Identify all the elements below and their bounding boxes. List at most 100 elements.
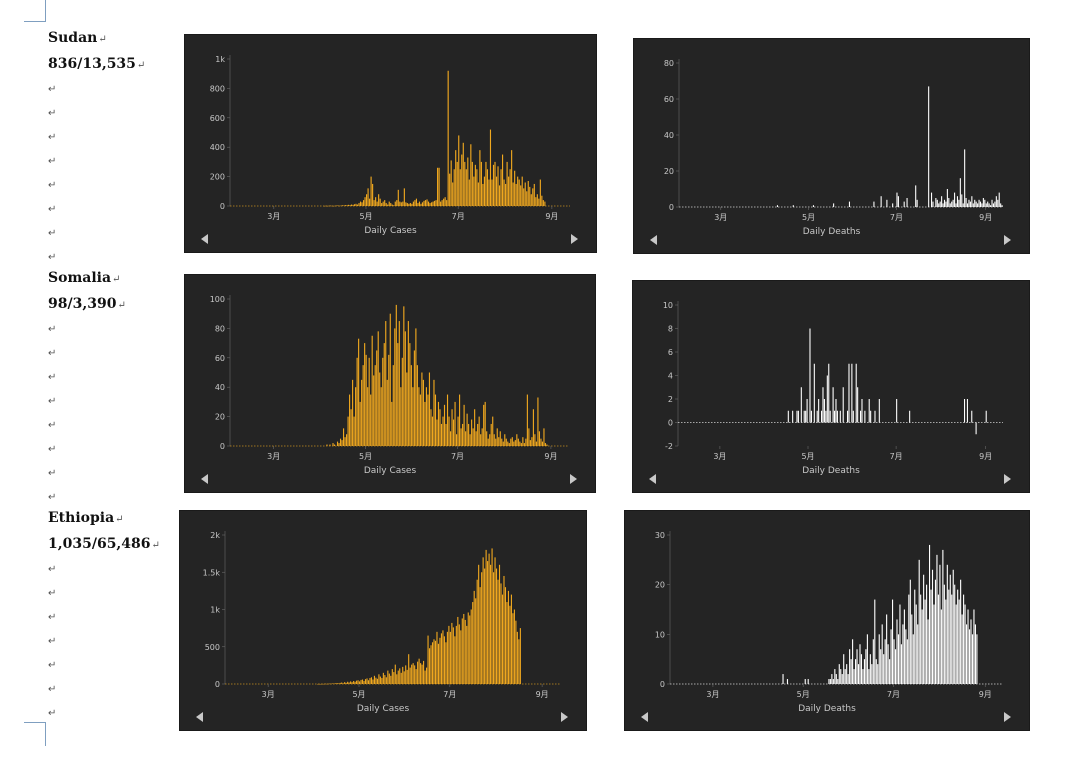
- y-tick-label: 500: [205, 643, 220, 652]
- data-bar: [992, 203, 994, 207]
- data-bar: [441, 200, 443, 206]
- data-bar: [467, 612, 469, 684]
- data-bar: [444, 197, 446, 206]
- chevron-left-icon[interactable]: [196, 712, 203, 722]
- data-bar: [863, 659, 865, 684]
- data-bar: [905, 629, 907, 684]
- data-bar: [521, 176, 523, 206]
- chevron-right-icon[interactable]: [570, 474, 577, 484]
- sudan-daily-deaths-chart: 0 20 40 60 80 3月 5月 7月 9月 Daily Deaths: [633, 38, 1030, 254]
- chevron-left-icon[interactable]: [201, 474, 208, 484]
- y-tick-label: 80: [664, 59, 674, 68]
- x-tick-label: 5月: [802, 213, 815, 222]
- data-bar: [941, 196, 943, 207]
- data-bar: [382, 672, 384, 684]
- data-bar: [431, 642, 434, 684]
- data-bar: [360, 679, 362, 684]
- data-bar: [529, 186, 531, 206]
- chevron-left-icon[interactable]: [201, 234, 208, 244]
- data-bar: [333, 444, 336, 446]
- data-bar: [962, 203, 964, 207]
- data-bar: [468, 423, 470, 446]
- y-tick-label: 0: [220, 202, 225, 211]
- data-bar: [486, 169, 489, 206]
- data-bar: [420, 203, 422, 206]
- data-bar: [343, 205, 345, 207]
- data-bar: [896, 619, 898, 684]
- data-bar: [356, 357, 358, 446]
- data-bar: [379, 676, 381, 684]
- data-bar: [466, 625, 468, 684]
- data-bar: [387, 670, 389, 684]
- data-bar: [414, 200, 416, 206]
- data-bar: [926, 584, 928, 684]
- data-bar: [367, 387, 369, 446]
- data-bar: [857, 664, 860, 684]
- chart-svg: 0 20 40 60 80 3月 5月 7月 9月: [664, 59, 1003, 222]
- data-bar: [887, 644, 889, 684]
- data-bar: [423, 660, 425, 684]
- data-bar: [465, 169, 467, 206]
- country-block-somalia: Somalia↵ 98/3,390↵ ↵ ↵ ↵ ↵ ↵ ↵ ↵ ↵: [48, 266, 168, 510]
- data-bar: [821, 410, 823, 423]
- chevron-right-icon[interactable]: [571, 234, 578, 244]
- data-bar: [855, 363, 857, 423]
- data-bar: [440, 423, 443, 446]
- data-bar: [469, 615, 471, 684]
- data-bar: [899, 604, 901, 684]
- data-bar: [456, 161, 458, 206]
- data-bar: [387, 204, 389, 206]
- chevron-right-icon[interactable]: [1004, 712, 1011, 722]
- data-bar: [839, 410, 841, 423]
- data-bar: [985, 203, 987, 207]
- chevron-right-icon[interactable]: [1004, 474, 1011, 484]
- data-bar: [870, 410, 872, 423]
- data-bar: [430, 202, 433, 206]
- data-bar: [434, 640, 437, 684]
- empty-paragraph: ↵: [48, 444, 57, 455]
- data-bar: [822, 387, 824, 423]
- data-bar: [893, 639, 895, 684]
- data-bar: [997, 199, 999, 207]
- data-bar: [804, 679, 806, 684]
- chevron-right-icon[interactable]: [1004, 235, 1011, 245]
- y-tick-label: 40: [215, 383, 225, 392]
- empty-paragraph: ↵: [48, 84, 57, 95]
- chevron-right-icon[interactable]: [561, 712, 568, 722]
- data-bar: [495, 568, 498, 684]
- data-bar: [537, 397, 539, 446]
- data-bar: [511, 150, 513, 206]
- empty-paragraph: ↵: [48, 564, 57, 575]
- empty-paragraph: ↵: [48, 636, 57, 647]
- data-bar: [518, 179, 520, 206]
- data-bar: [509, 605, 511, 684]
- y-tick-label: 60: [215, 354, 225, 363]
- data-bar: [524, 182, 526, 206]
- chevron-left-icon[interactable]: [650, 235, 657, 245]
- data-bar: [332, 443, 334, 446]
- data-bar: [833, 203, 835, 207]
- data-bar: [452, 182, 454, 206]
- data-bar: [507, 441, 509, 446]
- data-bar: [359, 201, 362, 206]
- data-bar: [483, 176, 485, 206]
- data-bar: [834, 669, 836, 684]
- data-bar: [921, 609, 923, 684]
- chevron-left-icon[interactable]: [641, 712, 648, 722]
- data-bar: [976, 634, 978, 684]
- data-bar: [525, 438, 527, 446]
- data-bar: [803, 410, 805, 423]
- data-bar: [846, 664, 848, 684]
- data-bar: [352, 204, 354, 206]
- empty-paragraph: ↵: [48, 252, 57, 263]
- data-bar: [805, 410, 807, 423]
- chevron-left-icon[interactable]: [649, 474, 656, 484]
- data-bar: [420, 663, 422, 684]
- data-bar: [481, 428, 483, 446]
- data-bar: [350, 204, 353, 206]
- data-bar: [874, 410, 876, 423]
- data-bar: [391, 669, 393, 684]
- data-bar: [871, 664, 873, 684]
- data-bar: [498, 564, 501, 684]
- data-bar: [469, 434, 471, 446]
